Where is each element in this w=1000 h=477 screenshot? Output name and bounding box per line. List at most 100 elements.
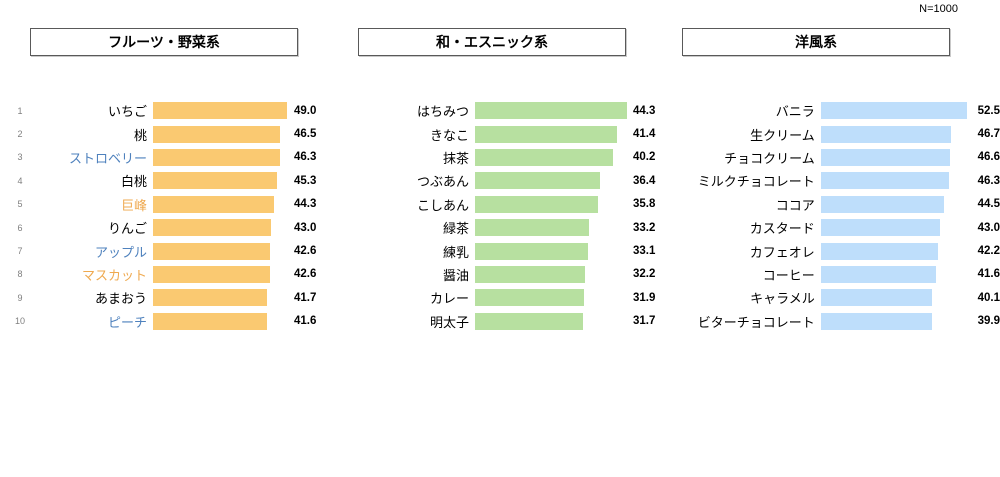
chart-row: 6 りんご 43.0 xyxy=(10,216,350,239)
bar-track xyxy=(153,265,290,283)
chart-row: 緑茶 33.2 xyxy=(350,216,658,239)
bar xyxy=(153,102,288,120)
bar-track xyxy=(820,265,974,283)
bar-track xyxy=(153,312,290,330)
category-label: 桃 xyxy=(133,127,147,143)
chart-rows-0: 1 いちご 49.0 2 桃 46.5 3 ストロベリー 46.3 4 白桃 45.3 5 巨峰 44.3 6… xyxy=(10,99,350,333)
category-label: キャラメル xyxy=(750,291,815,307)
value-label: 41.6 xyxy=(294,315,317,328)
category-label: バニラ xyxy=(775,104,815,120)
chart-row: キャラメル 40.1 xyxy=(660,286,1000,309)
value-label: 32.2 xyxy=(633,268,656,281)
value-label: 46.3 xyxy=(977,174,1000,187)
value-label: 43.0 xyxy=(977,221,1000,234)
category-label: ストロベリー xyxy=(68,150,147,166)
value-label: 31.9 xyxy=(633,291,656,304)
value-label: 36.4 xyxy=(633,174,656,187)
chart-row: 明太子 31.7 xyxy=(350,310,658,333)
bar xyxy=(475,172,600,190)
chart-row: 醤油 32.2 xyxy=(350,263,658,286)
value-label: 41.6 xyxy=(977,268,1000,281)
value-label: 44.5 xyxy=(977,198,1000,211)
bar-track xyxy=(153,195,290,213)
bar-track xyxy=(475,242,629,260)
value-label: 42.6 xyxy=(294,268,317,281)
category-label: はちみつ xyxy=(416,104,469,120)
sample-size-label: N=1000 xyxy=(919,3,958,15)
chart-title-box-ethnic: 和・エスニック系 xyxy=(358,28,626,56)
rank-number: 10 xyxy=(14,316,25,327)
chart-row: ココア 44.5 xyxy=(660,193,1000,216)
category-label: 抹茶 xyxy=(442,150,469,166)
bar xyxy=(475,289,585,307)
value-label: 46.6 xyxy=(977,151,1000,164)
chart-row: きなこ 41.4 xyxy=(350,122,658,145)
bar xyxy=(153,265,270,283)
category-label: こしあん xyxy=(416,197,469,213)
value-label: 45.3 xyxy=(294,174,317,187)
rank-number: 6 xyxy=(17,222,23,233)
chart-rows-2: バニラ 52.5 生クリーム 46.7 チョコクリーム 46.6 ミルクチョコレート 46.3… xyxy=(660,99,1000,333)
rank-number: 9 xyxy=(17,292,23,303)
chart-title-box-fruit: フルーツ・野菜系 xyxy=(30,28,298,56)
category-label: カレー xyxy=(429,291,469,307)
bar xyxy=(820,125,951,143)
chart-row: 4 白桃 45.3 xyxy=(10,169,350,192)
chart-title-box-western: 洋風系 xyxy=(682,28,950,56)
bar xyxy=(820,172,950,190)
category-label: 巨峰 xyxy=(120,197,147,213)
bar-track xyxy=(820,102,974,120)
bar-track xyxy=(820,125,974,143)
category-label: ミルクチョコレート xyxy=(697,174,815,190)
bar xyxy=(475,125,617,143)
bar-track xyxy=(475,265,629,283)
value-label: 44.3 xyxy=(294,198,317,211)
category-label: カスタード xyxy=(749,221,815,237)
value-label: 42.2 xyxy=(977,245,1000,258)
chart-title-ethnic: 和・エスニック系 xyxy=(436,34,548,50)
chart-row: 5 巨峰 44.3 xyxy=(10,193,350,216)
chart-title-western: 洋風系 xyxy=(795,34,837,50)
bar xyxy=(820,289,933,307)
chart-row: 10 ピーチ 41.6 xyxy=(10,310,350,333)
bar xyxy=(475,242,589,260)
value-label: 35.8 xyxy=(633,198,656,211)
value-label: 39.9 xyxy=(977,315,1000,328)
chart-row: 9 あまおう 41.7 xyxy=(10,286,350,309)
bar-track xyxy=(820,172,974,190)
category-label: カフェオレ xyxy=(749,244,815,260)
value-label: 52.5 xyxy=(977,104,1000,117)
bar-track xyxy=(475,219,629,237)
bar xyxy=(153,148,280,166)
value-label: 40.2 xyxy=(633,151,656,164)
bar xyxy=(820,148,951,166)
bar-track xyxy=(820,312,974,330)
bar-track xyxy=(475,289,629,307)
bar xyxy=(820,195,945,213)
chart-row: チョコクリーム 46.6 xyxy=(660,146,1000,169)
rank-number: 8 xyxy=(17,269,23,280)
bar-track xyxy=(153,172,290,190)
bar-track xyxy=(820,289,974,307)
category-label: ピーチ xyxy=(107,314,147,330)
category-label: コーヒー xyxy=(762,267,815,283)
chart-row: 生クリーム 46.7 xyxy=(660,122,1000,145)
bar-track xyxy=(153,125,290,143)
value-label: 40.1 xyxy=(977,291,1000,304)
rank-number: 4 xyxy=(17,175,23,186)
value-label: 41.4 xyxy=(633,128,656,141)
value-label: 43.0 xyxy=(294,221,317,234)
bar-track xyxy=(153,102,290,120)
rank-number: 3 xyxy=(17,152,23,163)
category-label: 練乳 xyxy=(442,244,469,260)
value-label: 31.7 xyxy=(633,315,656,328)
chart-row: こしあん 35.8 xyxy=(350,193,658,216)
bar-track xyxy=(153,289,290,307)
bar-track xyxy=(820,219,974,237)
bar-track xyxy=(475,172,629,190)
category-label: いちご xyxy=(107,104,147,120)
category-label: あまおう xyxy=(94,291,147,307)
chart-row: 8 マスカット 42.6 xyxy=(10,263,350,286)
value-label: 41.7 xyxy=(294,291,317,304)
